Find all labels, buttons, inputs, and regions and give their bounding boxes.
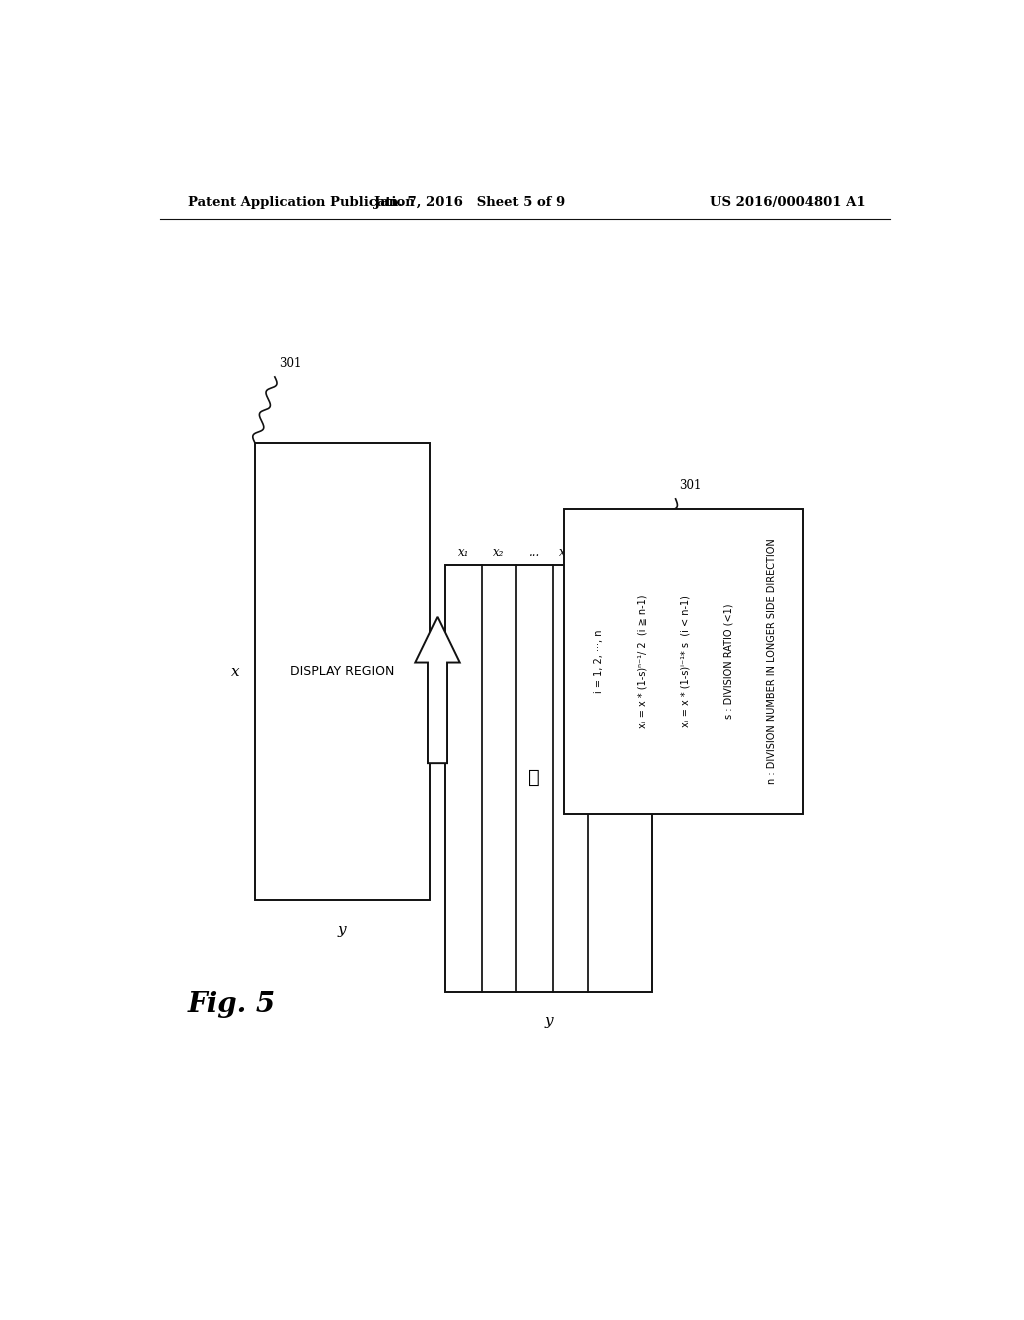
Bar [445, 565, 652, 991]
Text: xᵢ = x * (1-s)ⁱ⁻¹* s  (i < n-1): xᵢ = x * (1-s)ⁱ⁻¹* s (i < n-1) [681, 595, 690, 727]
Text: 301: 301 [680, 479, 701, 492]
Text: x₁: x₁ [458, 546, 469, 558]
Text: xₙ: xₙ [614, 546, 626, 558]
Text: y: y [545, 1014, 553, 1028]
Text: y: y [338, 923, 346, 937]
Text: x: x [230, 665, 240, 678]
Text: Patent Application Publication: Patent Application Publication [187, 195, 415, 209]
Text: xᵢ = x * (1-s)ⁿ⁻¹/ 2  (i ≧ n-1): xᵢ = x * (1-s)ⁿ⁻¹/ 2 (i ≧ n-1) [637, 595, 647, 729]
Text: ⋯: ⋯ [528, 770, 540, 788]
Text: ...: ... [528, 546, 540, 558]
Text: DISPLAY REGION: DISPLAY REGION [290, 665, 394, 678]
Text: n : DIVISION NUMBER IN LONGER SIDE DIRECTION: n : DIVISION NUMBER IN LONGER SIDE DIREC… [767, 539, 777, 784]
Text: Fig. 5: Fig. 5 [187, 990, 275, 1018]
Text: Jan. 7, 2016   Sheet 5 of 9: Jan. 7, 2016 Sheet 5 of 9 [374, 195, 565, 209]
Text: 301: 301 [279, 356, 301, 370]
Polygon shape [416, 616, 460, 763]
Text: US 2016/0004801 A1: US 2016/0004801 A1 [711, 195, 866, 209]
Bar [255, 444, 430, 900]
Text: xₙ₋₁: xₙ₋₁ [559, 546, 582, 558]
Text: s : DIVISION RATIO (<1): s : DIVISION RATIO (<1) [724, 603, 734, 719]
Bar [564, 510, 803, 814]
Text: x₂: x₂ [493, 546, 504, 558]
Text: i = 1, 2, ···, n: i = 1, 2, ···, n [594, 630, 604, 693]
